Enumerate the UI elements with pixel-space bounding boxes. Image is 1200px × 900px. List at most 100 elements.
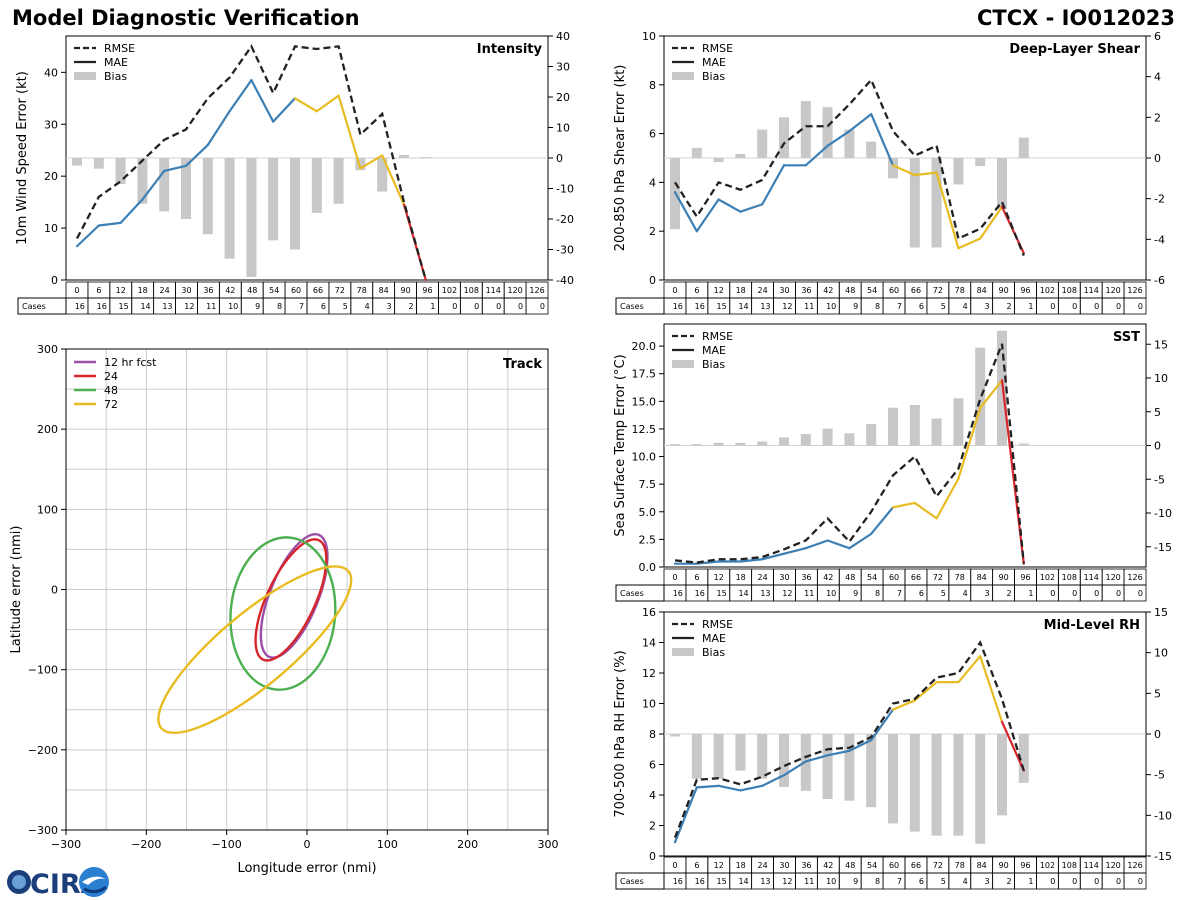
intensity-mae-segment (163, 164, 188, 173)
rh-bias-bar (953, 734, 964, 836)
rh-table-case: 7 (897, 877, 902, 886)
rh-bias-bar (888, 734, 898, 824)
rh-y2tick-label: 10 (1154, 647, 1168, 660)
shear-mae-segment (673, 191, 698, 233)
sst-table-hour: 96 (1020, 573, 1030, 582)
track-legend-label: 48 (104, 384, 118, 397)
intensity-table-hour: 96 (422, 286, 432, 295)
sst-legend-bias-label: Bias (702, 358, 725, 371)
rh-table-case: 2 (1006, 877, 1011, 886)
rh-bias-bar (779, 734, 789, 787)
intensity-table-hour: 0 (74, 286, 79, 295)
shear-table-case: 16 (695, 302, 705, 311)
rh-y2tick-label: 15 (1154, 606, 1168, 619)
cira-logo-swoosh-lower (83, 885, 107, 894)
shear-bias-bar (779, 117, 789, 158)
track-xtick-label: −200 (131, 838, 161, 851)
sst-bias-bar (800, 434, 811, 446)
intensity-bias-bar (137, 158, 148, 204)
rh-legend-bias-label: Bias (702, 646, 725, 659)
rh-mae-segment (870, 708, 895, 742)
track-ytick-label: −100 (28, 664, 58, 677)
intensity-legend-rmse-label: RMSE (104, 42, 135, 55)
intensity-legend-bias-label: Bias (104, 70, 127, 83)
shear-mae-segment (957, 237, 982, 250)
rh-table-hour: 108 (1062, 861, 1077, 870)
sst-table-case: 2 (1006, 589, 1011, 598)
sst-y2tick-label: -5 (1154, 473, 1165, 486)
shear-rmse-line (674, 77, 1025, 257)
intensity-mae-segment (381, 154, 406, 206)
intensity-table-case-cell (525, 297, 549, 315)
rh-mae-segment (891, 699, 916, 711)
shear-table-hour: 48 (845, 286, 855, 295)
intensity-table-case: 7 (299, 302, 304, 311)
intensity-mae-segment (337, 94, 362, 170)
shear-table-case: 8 (875, 302, 880, 311)
shear-table-hour: 30 (779, 286, 789, 295)
intensity-table-hour: 42 (225, 286, 235, 295)
sst-mae-segment (826, 539, 851, 550)
shear-table-case: 0 (1138, 302, 1143, 311)
rh-table-case: 9 (853, 877, 858, 886)
intensity-table-case: 0 (474, 302, 479, 311)
rh-table-case: 11 (804, 877, 814, 886)
shear-mae-segment (804, 144, 829, 167)
sst-y2tick-label: 5 (1154, 406, 1161, 419)
sst-table-case: 10 (826, 589, 836, 598)
shear-table-case: 0 (1072, 302, 1077, 311)
shear-table-case: 7 (897, 302, 902, 311)
shear-mae-segment (913, 171, 938, 177)
intensity-table-case: 10 (228, 302, 238, 311)
sst-bias-bar (866, 423, 877, 446)
track-ellipse-72 (157, 565, 353, 735)
track-ytick-label: 200 (37, 423, 58, 436)
sst-mae-segment (870, 506, 895, 535)
shear-y2tick-label: -6 (1154, 274, 1165, 287)
shear-bias-bar (1018, 137, 1029, 158)
shear-bias-bar (713, 158, 724, 163)
intensity-mae-segment (228, 79, 253, 113)
sst-bias-bar (691, 444, 702, 446)
rh-mae-segment (717, 784, 742, 792)
intensity-table-hour: 18 (138, 286, 148, 295)
sst-table-hour: 60 (889, 573, 899, 582)
sst-ytick-label: 10.0 (632, 451, 657, 464)
sst-table-hour: 102 (1040, 573, 1055, 582)
intensity-bias-bar (355, 158, 366, 171)
rh-table-hour: 48 (845, 861, 855, 870)
shear-table-hour: 36 (801, 286, 811, 295)
intensity-table-case: 16 (75, 302, 85, 311)
sst-table-case: 0 (1072, 589, 1077, 598)
track-ytick-label: −200 (28, 744, 58, 757)
shear-y2tick-label: -4 (1154, 233, 1165, 246)
shear-mae-segment (695, 198, 720, 233)
shear-table-case: 0 (1116, 302, 1121, 311)
rh-table-case: 0 (1050, 877, 1055, 886)
intensity-y2tick-label: 0 (556, 152, 563, 165)
shear-bias-bar (735, 153, 746, 158)
rh-table-case: 0 (1138, 877, 1143, 886)
sst-table-case: 12 (782, 589, 792, 598)
sst-mae-segment (1000, 379, 1025, 565)
shear-table-case: 13 (760, 302, 770, 311)
rh-ytick-label: 4 (649, 789, 656, 802)
track-ytick-label: 300 (37, 343, 58, 356)
intensity-table-hour: 36 (203, 286, 213, 295)
rh-bias-bar (866, 734, 877, 808)
rh-mae-segment (957, 655, 982, 684)
intensity-title: Intensity (477, 42, 543, 57)
intensity-bias-bar (377, 158, 388, 192)
intensity-mae-segment (206, 110, 231, 147)
rh-ytick-label: 14 (642, 637, 656, 650)
sst-ytick-label: 12.5 (632, 423, 657, 436)
rh-bias-bar (735, 734, 746, 771)
sst-table-case: 3 (985, 589, 990, 598)
shear-table-hour: 108 (1062, 286, 1077, 295)
shear-bias-bar (997, 158, 1007, 209)
shear-table-case: 14 (738, 302, 748, 311)
rh-table-case: 6 (919, 877, 924, 886)
sst-ytick-label: 7.5 (639, 478, 657, 491)
shear-table-hour: 12 (714, 286, 724, 295)
